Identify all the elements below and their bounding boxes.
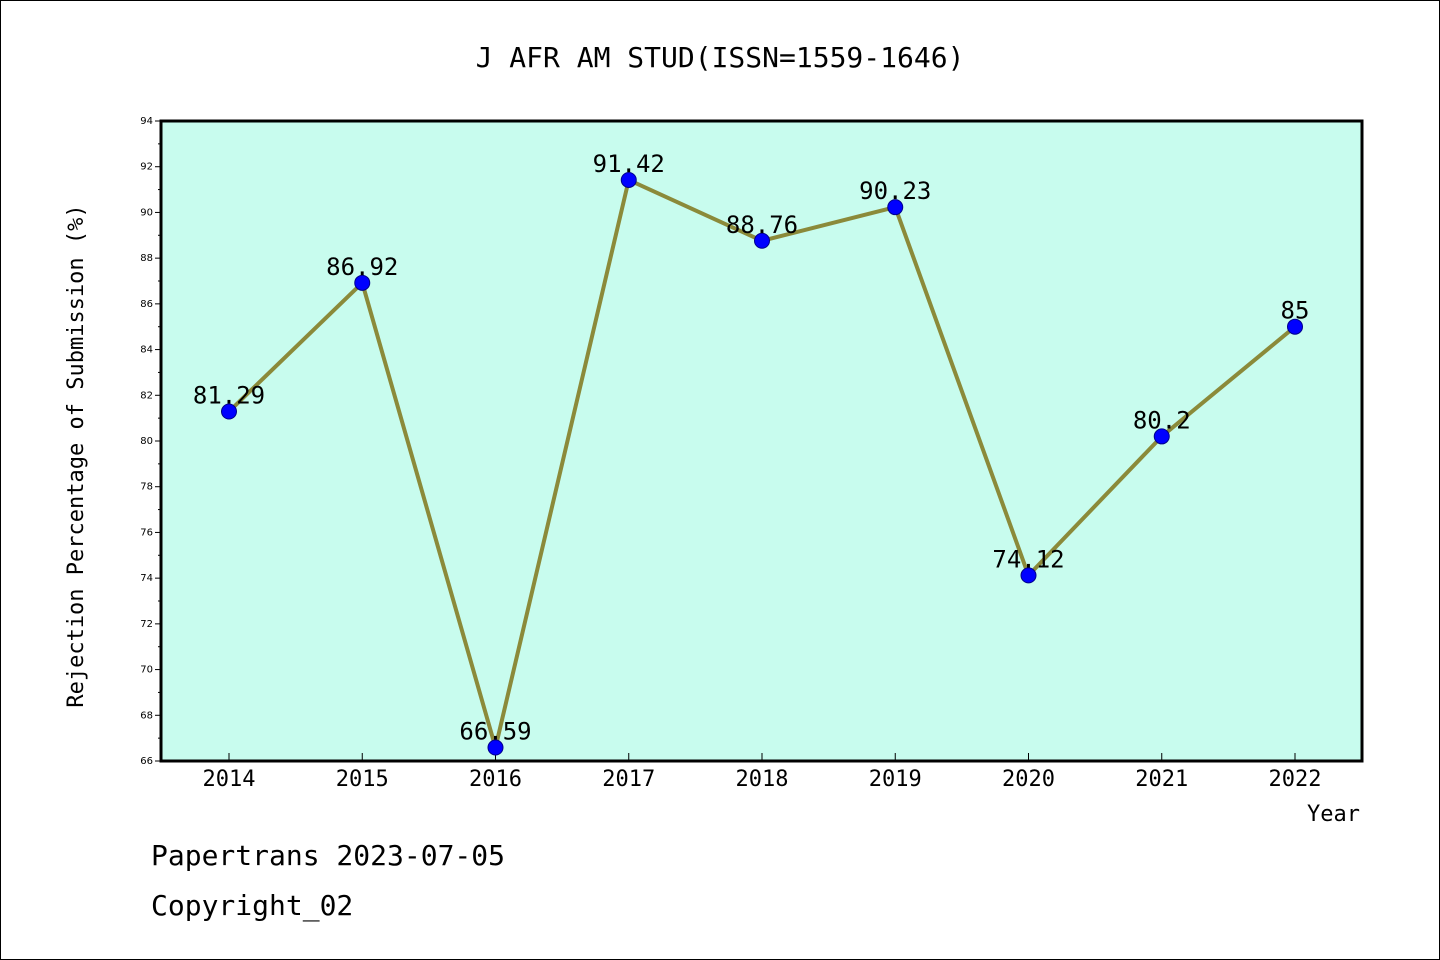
- y-tick-label: 66: [140, 756, 153, 767]
- x-tick-label: 2015: [336, 767, 389, 792]
- y-tick-label: 86: [140, 299, 153, 310]
- x-tick-label: 2020: [1002, 767, 1055, 792]
- data-point: [487, 739, 504, 756]
- data-label: 80.2: [1133, 406, 1191, 434]
- footer-copyright-line: Copyright_02: [151, 889, 353, 923]
- x-tick-label: 2021: [1135, 767, 1188, 792]
- footer-date-line: Papertrans 2023-07-05: [151, 839, 505, 872]
- data-point: [1020, 567, 1037, 584]
- y-tick-label: 82: [140, 390, 153, 401]
- y-tick-label: 84: [140, 345, 153, 356]
- data-point: [754, 232, 770, 249]
- data-label: 86.92: [326, 253, 398, 281]
- x-axis-title: Year: [1307, 802, 1360, 827]
- y-tick-label: 74: [140, 573, 153, 584]
- x-tick-label: 2019: [869, 767, 922, 792]
- data-label: 85: [1281, 297, 1310, 325]
- y-tick-label: 80: [140, 436, 153, 447]
- y-tick-label: 72: [140, 619, 153, 630]
- y-tick-label: 68: [140, 710, 153, 721]
- data-point: [221, 403, 237, 420]
- data-point: [620, 171, 637, 188]
- chart-title: J AFR AM STUD(ISSN=1559-1646): [476, 41, 965, 74]
- y-tick-label: 76: [140, 527, 153, 538]
- data-label: 66.59: [459, 718, 531, 746]
- x-axis: 2014 2015 2016 2017 2018 2019 2020 2021 2022: [203, 753, 1322, 792]
- data-label: 88.76: [726, 211, 798, 239]
- y-tick-label: 88: [140, 253, 153, 264]
- x-tick-label: 2017: [602, 767, 655, 792]
- y-tick-label: 70: [140, 665, 153, 676]
- y-axis-title: Rejection Percentage of Submission (%): [64, 204, 89, 707]
- data-label: 90.23: [859, 177, 931, 205]
- data-point: [887, 199, 904, 216]
- data-label: 91.42: [593, 150, 665, 178]
- y-axis: 66 68 70 72 74 76 78 80 82 84 86 88 90 92 94: [140, 116, 161, 767]
- data-point: [354, 274, 371, 291]
- x-tick-label: 2016: [469, 767, 522, 792]
- y-tick-label: 94: [140, 116, 153, 127]
- y-tick-label: 90: [140, 207, 153, 218]
- data-points: [221, 171, 1303, 756]
- data-point: [1153, 428, 1170, 445]
- data-label: 74.12: [992, 545, 1064, 573]
- x-tick-label: 2018: [736, 767, 789, 792]
- x-tick-label: 2022: [1269, 767, 1322, 792]
- x-tick-label: 2014: [203, 767, 256, 792]
- data-label: 81.29: [193, 382, 265, 410]
- data-labels: 81.29 86.92 66.59 91.42 88.76 90.23 74.12 80.2 8…: [193, 150, 1310, 746]
- y-tick-label: 78: [140, 482, 153, 493]
- data-point: [1287, 318, 1303, 335]
- y-tick-label: 92: [140, 162, 153, 173]
